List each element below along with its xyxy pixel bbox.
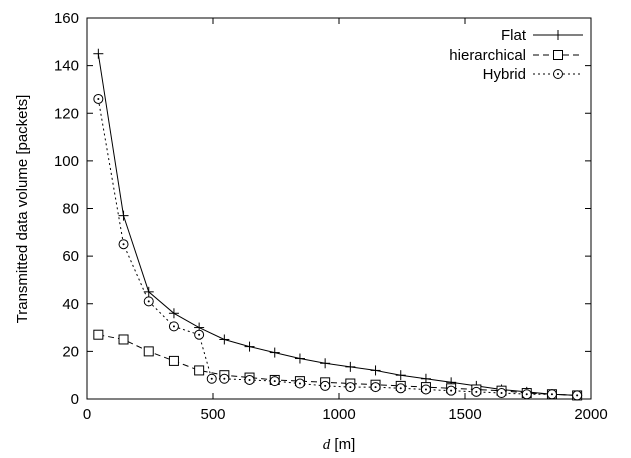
y-tick-label: 40 xyxy=(62,296,79,313)
data-point-hybrid xyxy=(446,385,457,396)
circle-marker-dot xyxy=(298,382,301,385)
series-line-hybrid xyxy=(97,98,578,396)
data-point-flat xyxy=(219,334,230,345)
circle-marker-dot xyxy=(450,389,453,392)
legend-label-hybrid: Hybrid xyxy=(483,66,526,83)
circle-marker-dot xyxy=(198,333,201,336)
data-point-hierarchical xyxy=(118,334,129,345)
data-point-flat xyxy=(320,358,331,369)
data-point-hybrid xyxy=(572,390,583,401)
y-tick-label: 120 xyxy=(54,105,79,122)
data-point-flat xyxy=(143,286,154,297)
circle-marker-dot xyxy=(273,380,276,383)
series-hybrid xyxy=(93,93,583,401)
data-point-flat xyxy=(370,365,381,376)
data-point-hierarchical xyxy=(143,346,154,357)
data-point-hybrid xyxy=(206,373,217,384)
data-point-flat xyxy=(345,361,356,372)
data-point-hybrid xyxy=(294,378,305,389)
y-tick-label: 20 xyxy=(62,343,79,360)
data-point-hybrid xyxy=(269,376,280,387)
circle-marker-dot xyxy=(210,377,213,380)
legend-label-hierarchical: hierarchical xyxy=(449,47,526,64)
data-point-hybrid xyxy=(320,380,331,391)
circle-marker-dot xyxy=(399,387,402,390)
circle-marker-dot xyxy=(349,386,352,389)
data-point-flat xyxy=(244,341,255,352)
legend: Flat hierarchical Hybrid xyxy=(449,27,583,83)
circle-marker-dot xyxy=(122,243,125,246)
circle-marker-dot xyxy=(97,97,100,100)
circle-marker-dot xyxy=(475,390,478,393)
data-point-hierarchical xyxy=(93,329,104,340)
data-point-hybrid xyxy=(219,373,230,384)
data-point-hybrid xyxy=(345,382,356,393)
data-point-flat xyxy=(395,370,406,381)
circle-marker-dot xyxy=(223,377,226,380)
data-point-flat xyxy=(93,48,104,59)
y-tick-label: 140 xyxy=(54,58,79,75)
data-point-hybrid xyxy=(93,93,104,104)
legend-marker-hierarchical xyxy=(553,50,563,60)
x-axis-label-unit: [m] xyxy=(330,436,355,453)
circle-marker-dot xyxy=(248,378,251,381)
circle-marker-dot xyxy=(324,384,327,387)
x-tick-label: 2000 xyxy=(574,406,607,423)
legend-label-flat: Flat xyxy=(501,27,527,44)
data-point-hybrid xyxy=(546,389,557,400)
series-line-flat xyxy=(97,53,578,396)
circle-marker-dot xyxy=(424,388,427,391)
circle-marker-dot xyxy=(147,300,150,303)
circle-marker-dot xyxy=(550,393,553,396)
x-axis-label: d [m] xyxy=(323,436,356,453)
series-flat xyxy=(93,48,583,401)
circle-marker-dot xyxy=(576,394,579,397)
data-point-hybrid xyxy=(194,329,205,340)
data-point-hybrid xyxy=(395,383,406,394)
circle-marker-dot xyxy=(557,73,559,75)
data-point-flat xyxy=(168,308,179,319)
axis-ticks: 0 500 1000 1500 2000 0 20 40 60 80 100 120 140 160 xyxy=(54,10,608,423)
x-tick-label: 500 xyxy=(200,406,225,423)
data-point-hybrid xyxy=(143,296,154,307)
data-point-flat xyxy=(269,347,280,358)
data-point-flat xyxy=(420,373,431,384)
data-point-hybrid xyxy=(471,386,482,397)
data-point-hierarchical xyxy=(168,355,179,366)
data-point-hierarchical xyxy=(194,365,205,376)
data-point-hybrid xyxy=(118,239,129,250)
circle-marker-dot xyxy=(500,392,503,395)
data-point-hybrid xyxy=(168,321,179,332)
y-tick-label: 100 xyxy=(54,153,79,170)
x-tick-label: 1500 xyxy=(448,406,481,423)
data-point-flat xyxy=(118,210,129,221)
y-tick-label: 80 xyxy=(62,201,79,218)
x-tick-label: 1000 xyxy=(322,406,355,423)
y-tick-label: 60 xyxy=(62,248,79,265)
x-axis-label-variable: d xyxy=(323,437,331,453)
y-tick-label: 160 xyxy=(54,10,79,27)
data-point-hybrid xyxy=(244,374,255,385)
legend-marker-hybrid xyxy=(553,69,563,79)
legend-marker-flat xyxy=(553,30,563,40)
circle-marker-dot xyxy=(374,386,377,389)
series-layer xyxy=(93,48,583,401)
data-point-hybrid xyxy=(496,388,507,399)
data-point-hybrid xyxy=(420,384,431,395)
data-point-flat xyxy=(294,353,305,364)
data-point-hybrid xyxy=(521,389,532,400)
data-point-hybrid xyxy=(370,382,381,393)
y-tick-label: 0 xyxy=(71,391,79,408)
circle-marker-dot xyxy=(172,325,175,328)
x-tick-label: 0 xyxy=(83,406,91,423)
circle-marker-dot xyxy=(525,393,528,396)
y-axis-label: Transmitted data volume [packets] xyxy=(14,95,31,324)
